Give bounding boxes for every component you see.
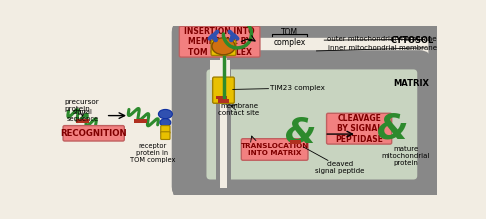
Text: INSERTION INTO
MEMBRANE BY
TOM COMPLEX: INSERTION INTO MEMBRANE BY TOM COMPLEX — [184, 27, 255, 57]
FancyBboxPatch shape — [327, 113, 392, 144]
Text: CYTOSOL: CYTOSOL — [390, 36, 434, 45]
Bar — [216, 26, 231, 188]
FancyBboxPatch shape — [195, 58, 430, 191]
Text: &: & — [377, 112, 408, 146]
Bar — [216, 32, 231, 46]
Text: membrane
contact site: membrane contact site — [218, 103, 260, 116]
FancyBboxPatch shape — [213, 77, 234, 103]
Text: &: & — [285, 116, 317, 150]
Bar — [216, 95, 226, 99]
FancyBboxPatch shape — [63, 126, 124, 141]
Bar — [220, 26, 227, 188]
Text: inner mitochondrial membrane: inner mitochondrial membrane — [328, 45, 436, 51]
Ellipse shape — [158, 110, 173, 119]
Bar — [209, 26, 230, 34]
Text: RECOGNITION: RECOGNITION — [60, 129, 127, 138]
Bar — [209, 60, 230, 80]
Text: receptor
protein in
TOM complex: receptor protein in TOM complex — [129, 143, 175, 163]
Text: mature
mitochondrial
protein: mature mitochondrial protein — [382, 146, 430, 166]
Bar — [218, 99, 229, 103]
FancyBboxPatch shape — [192, 38, 431, 181]
Text: outer mitochondrial membrane: outer mitochondrial membrane — [327, 36, 436, 42]
Text: CLEAVAGE
BY SIGNAL
PEPTIDASE: CLEAVAGE BY SIGNAL PEPTIDASE — [335, 114, 383, 144]
Bar — [220, 32, 227, 46]
FancyBboxPatch shape — [195, 59, 423, 189]
Text: precursor
protein: precursor protein — [65, 99, 99, 112]
Text: signal
sequence: signal sequence — [67, 110, 99, 122]
Ellipse shape — [160, 119, 171, 126]
Bar — [134, 119, 147, 122]
FancyBboxPatch shape — [211, 40, 236, 56]
FancyBboxPatch shape — [242, 139, 308, 160]
Bar — [198, 34, 431, 45]
Text: TRANSLOCATION
INTO MATRIX: TRANSLOCATION INTO MATRIX — [241, 143, 309, 156]
Bar — [209, 26, 230, 49]
Text: TOM
complex: TOM complex — [273, 28, 306, 47]
Text: MATRIX: MATRIX — [394, 79, 430, 88]
FancyBboxPatch shape — [181, 26, 437, 193]
Text: cleaved
signal peptide: cleaved signal peptide — [315, 161, 364, 174]
FancyBboxPatch shape — [161, 126, 170, 133]
FancyBboxPatch shape — [161, 132, 170, 140]
Text: TIM23 complex: TIM23 complex — [270, 85, 325, 91]
FancyBboxPatch shape — [206, 70, 413, 179]
FancyBboxPatch shape — [193, 39, 426, 183]
FancyBboxPatch shape — [193, 58, 425, 190]
Bar — [76, 119, 88, 122]
Bar — [198, 45, 431, 48]
FancyBboxPatch shape — [207, 69, 417, 180]
FancyBboxPatch shape — [181, 26, 438, 196]
Ellipse shape — [212, 38, 235, 55]
Bar — [290, 140, 301, 144]
FancyBboxPatch shape — [179, 26, 260, 57]
